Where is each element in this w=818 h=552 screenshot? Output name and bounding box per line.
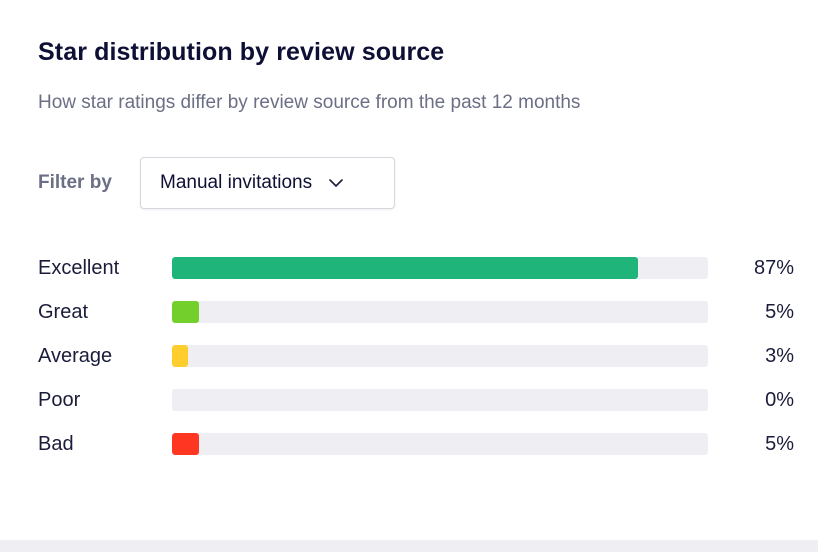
card-title: Star distribution by review source (38, 38, 445, 66)
distribution-row-bad: Bad 5% (38, 422, 798, 466)
distribution-row-great: Great 5% (38, 290, 798, 334)
bar-fill (172, 257, 639, 279)
bar-track (172, 345, 708, 367)
row-percent: 5% (765, 300, 794, 323)
bar-fill (172, 301, 199, 323)
bar-fill (172, 345, 189, 367)
bar-track (172, 389, 708, 411)
distribution-row-excellent: Excellent 87% (38, 246, 798, 290)
distribution-row-average: Average 3% (38, 334, 798, 378)
row-percent: 5% (765, 432, 794, 455)
distribution-list: Excellent 87% Great 5% Average 3% Poor (38, 246, 798, 466)
review-source-dropdown[interactable]: Manual invitations (140, 157, 395, 209)
bar-track (172, 257, 708, 279)
bar-track (172, 301, 708, 323)
row-percent: 87% (753, 256, 794, 279)
bar-track (172, 433, 708, 455)
row-percent: 0% (765, 388, 794, 411)
distribution-row-poor: Poor 0% (38, 378, 798, 422)
row-label: Excellent (38, 256, 120, 279)
dropdown-selected-value: Manual invitations (160, 172, 313, 193)
row-label: Average (38, 344, 113, 367)
star-distribution-card: Star distribution by review source How s… (38, 38, 798, 466)
chevron-down-icon (328, 178, 344, 188)
row-percent: 3% (765, 344, 794, 367)
filter-label: Filter by (38, 172, 112, 193)
row-label: Poor (38, 388, 81, 411)
bar-fill (172, 433, 199, 455)
footer-divider (0, 540, 818, 552)
filter-row: Filter by Manual invitations (38, 156, 395, 210)
row-label: Great (38, 300, 89, 323)
row-label: Bad (38, 432, 74, 455)
card-subtitle: How star ratings differ by review source… (38, 92, 581, 113)
